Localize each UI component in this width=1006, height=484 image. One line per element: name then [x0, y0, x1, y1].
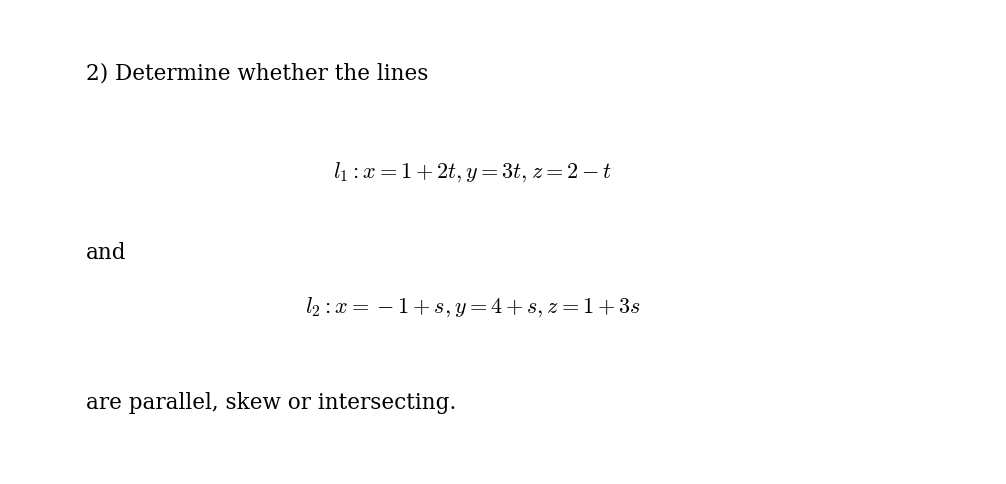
Text: 2) Determine whether the lines: 2) Determine whether the lines: [86, 63, 428, 85]
Text: are parallel, skew or intersecting.: are parallel, skew or intersecting.: [86, 392, 456, 414]
Text: and: and: [86, 242, 126, 264]
Text: $l_1 : x = 1 + 2t, y = 3t, z = 2 - t$: $l_1 : x = 1 + 2t, y = 3t, z = 2 - t$: [333, 160, 613, 183]
Text: $l_2 : x = -1 + s, y = 4 + s, z = 1 + 3s$: $l_2 : x = -1 + s, y = 4 + s, z = 1 + 3s…: [305, 295, 641, 319]
